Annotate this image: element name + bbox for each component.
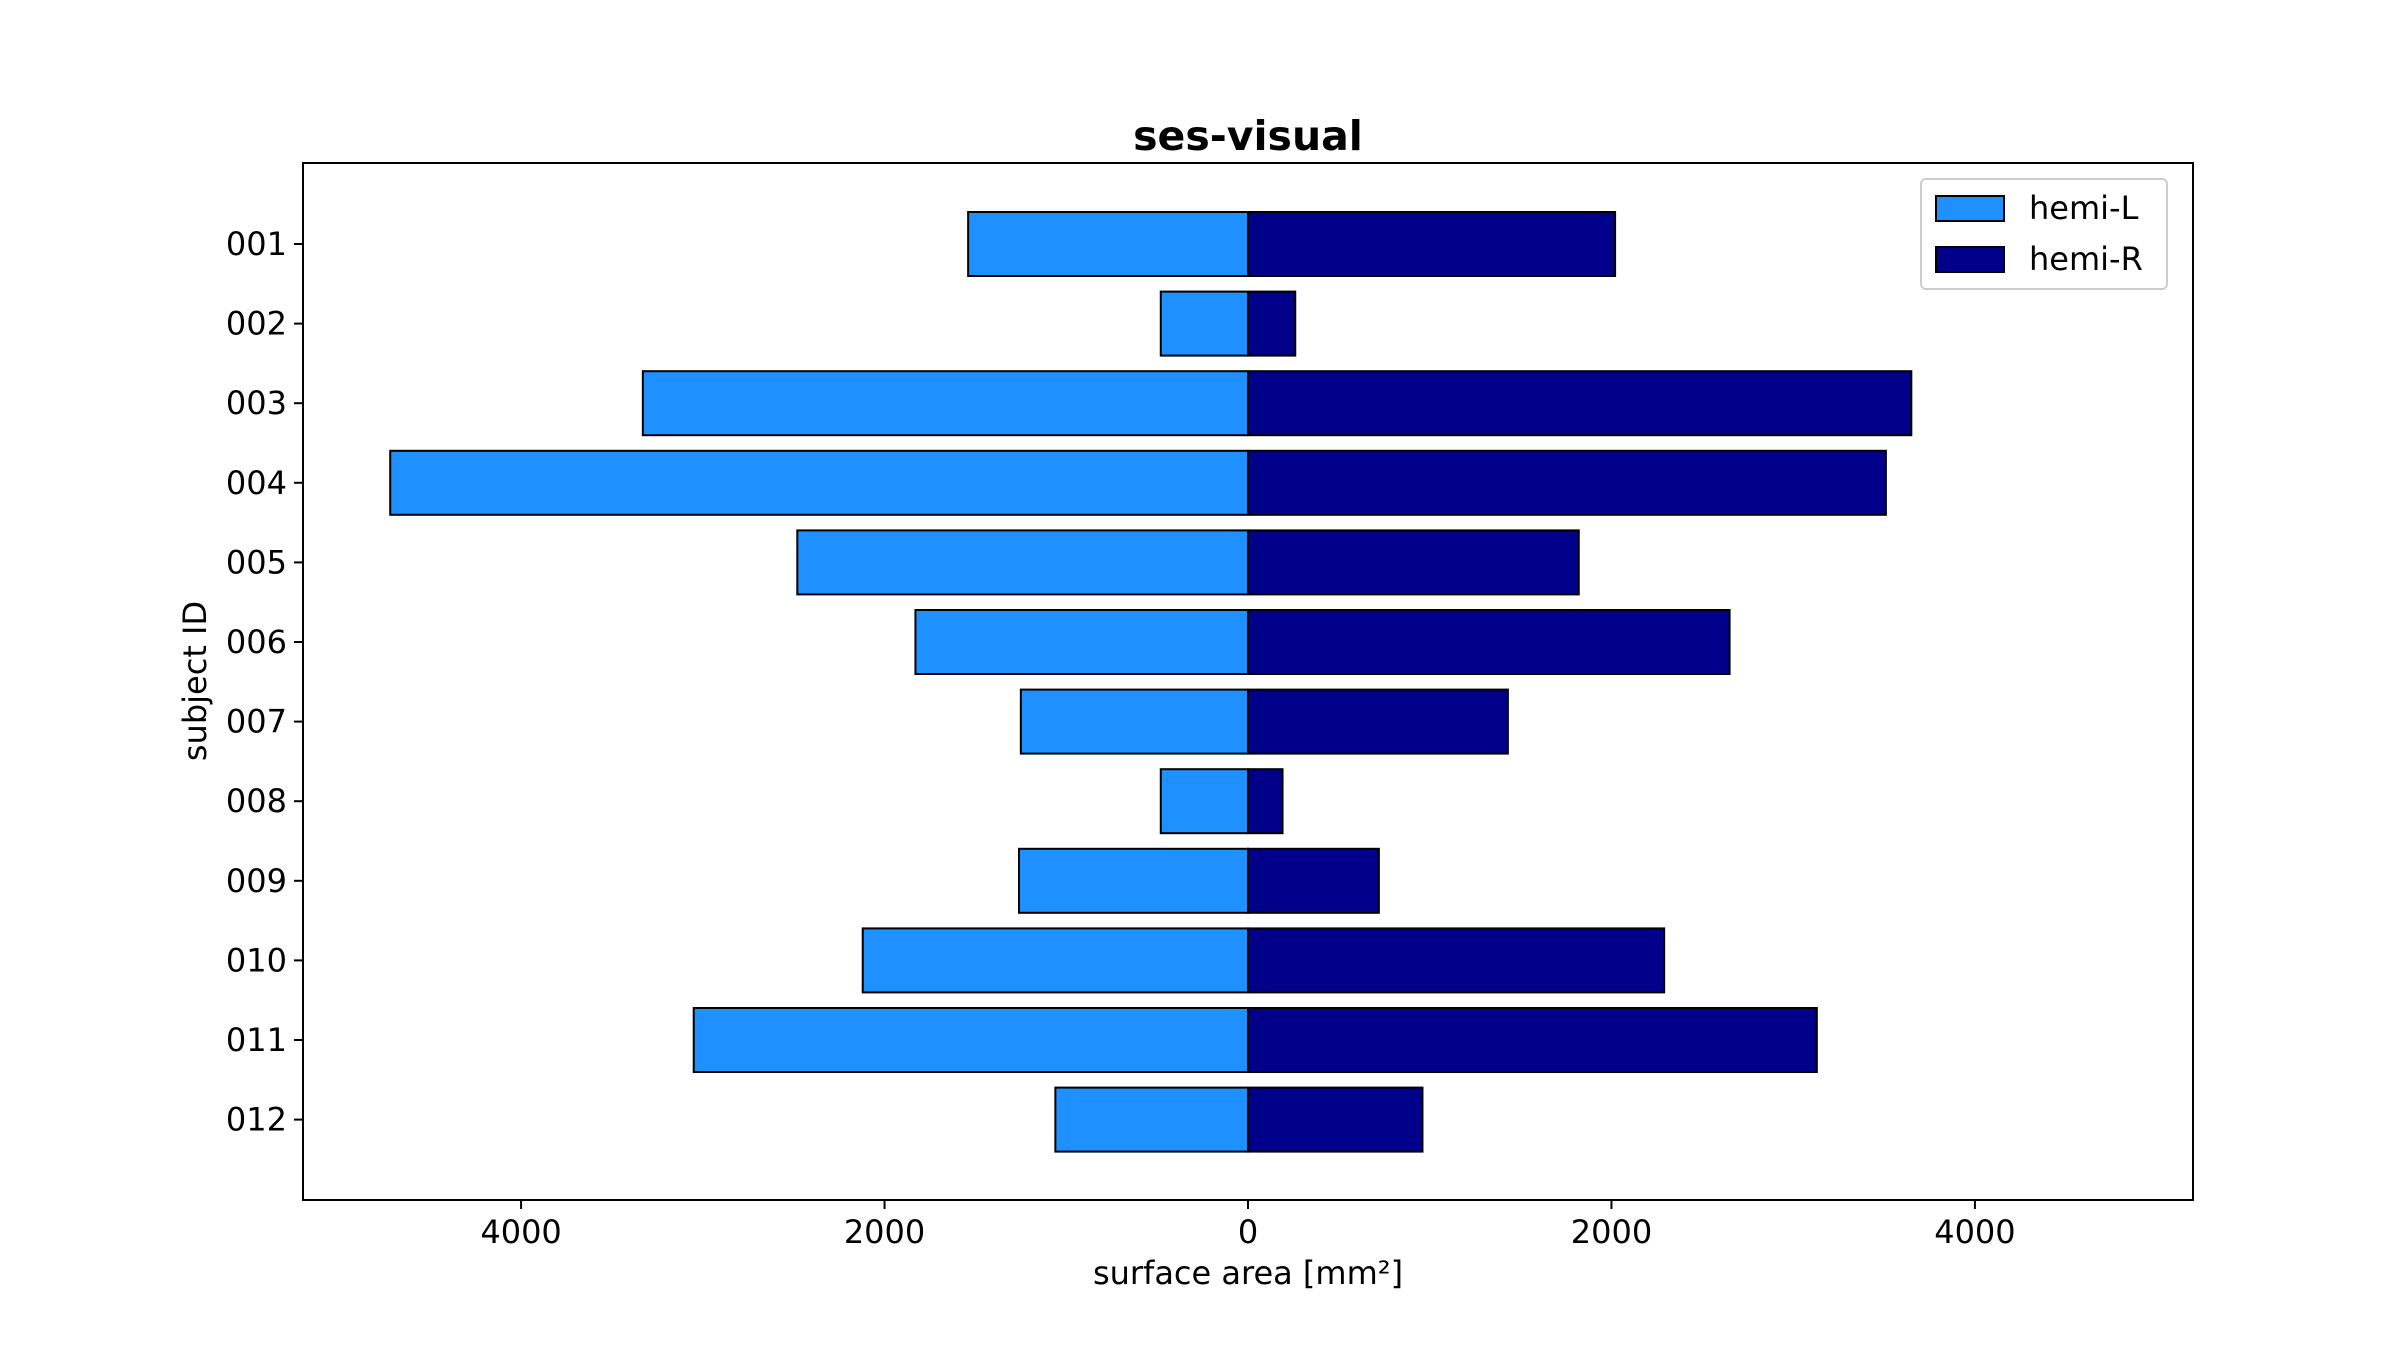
bar-hemi-L-007 bbox=[1019, 688, 1250, 755]
y-tick-label: 001 bbox=[226, 225, 287, 263]
legend: hemi-L hemi-R bbox=[1920, 178, 2168, 290]
bar-hemi-R-009 bbox=[1247, 847, 1380, 914]
y-tick-label: 008 bbox=[226, 782, 287, 820]
bar-hemi-R-008 bbox=[1247, 768, 1284, 835]
bar-hemi-L-001 bbox=[967, 211, 1250, 277]
bar-hemi-L-009 bbox=[1018, 847, 1249, 914]
y-tick-label: 010 bbox=[226, 941, 287, 979]
bar-hemi-R-007 bbox=[1247, 688, 1509, 755]
y-tick-label: 003 bbox=[226, 384, 287, 422]
bar-hemi-R-003 bbox=[1247, 370, 1913, 437]
bar-hemi-L-010 bbox=[861, 927, 1249, 994]
y-tick-label: 004 bbox=[226, 464, 287, 502]
bar-hemi-L-003 bbox=[641, 370, 1249, 437]
y-tick-label: 012 bbox=[226, 1101, 287, 1139]
x-tick-label: 0 bbox=[1238, 1213, 1258, 1251]
bar-hemi-L-012 bbox=[1054, 1086, 1249, 1153]
bar-hemi-R-012 bbox=[1247, 1086, 1424, 1153]
y-tick-label: 006 bbox=[226, 623, 287, 661]
bar-hemi-L-006 bbox=[914, 609, 1249, 675]
y-tick-label: 007 bbox=[226, 703, 287, 741]
x-tick-label: 2000 bbox=[844, 1213, 925, 1251]
bar-hemi-L-004 bbox=[389, 449, 1249, 516]
legend-swatch-hemi-R bbox=[1935, 246, 2005, 273]
y-tick-label: 009 bbox=[226, 862, 287, 900]
x-tick-label: 4000 bbox=[1934, 1213, 2015, 1251]
chart-title: ses-visual bbox=[1133, 112, 1363, 160]
y-tick-label: 002 bbox=[226, 305, 287, 343]
y-axis: 001 002 003 004 005 006 007 008 009 010 011 012 bbox=[226, 225, 303, 1139]
bar-hemi-L-002 bbox=[1159, 290, 1250, 357]
legend-label-hemi-L: hemi-L bbox=[2029, 189, 2139, 227]
y-tick-label: 005 bbox=[226, 543, 287, 581]
bar-hemi-R-004 bbox=[1247, 449, 1887, 516]
x-tick-label: 4000 bbox=[480, 1213, 561, 1251]
bar-hemi-R-006 bbox=[1247, 609, 1731, 675]
x-axis: 4000 2000 0 2000 4000 bbox=[480, 1200, 2016, 1251]
bar-hemi-L-011 bbox=[692, 1007, 1249, 1073]
y-tick-label: 011 bbox=[226, 1021, 287, 1059]
x-axis-label: surface area [mm²] bbox=[1093, 1254, 1403, 1292]
y-axis-label: subject ID bbox=[176, 601, 214, 761]
x-tick-label: 2000 bbox=[1571, 1213, 1652, 1251]
bar-hemi-L-005 bbox=[796, 529, 1249, 596]
legend-label-hemi-R: hemi-R bbox=[2029, 240, 2143, 278]
legend-swatch-hemi-L bbox=[1935, 195, 2005, 222]
bar-hemi-L-008 bbox=[1159, 768, 1250, 835]
bar-hemi-R-001 bbox=[1247, 211, 1617, 277]
bars-layer bbox=[389, 211, 1913, 1153]
bar-hemi-R-005 bbox=[1247, 529, 1580, 596]
bar-hemi-R-002 bbox=[1247, 290, 1297, 357]
bar-hemi-R-011 bbox=[1247, 1007, 1818, 1073]
bar-hemi-R-010 bbox=[1247, 927, 1666, 994]
